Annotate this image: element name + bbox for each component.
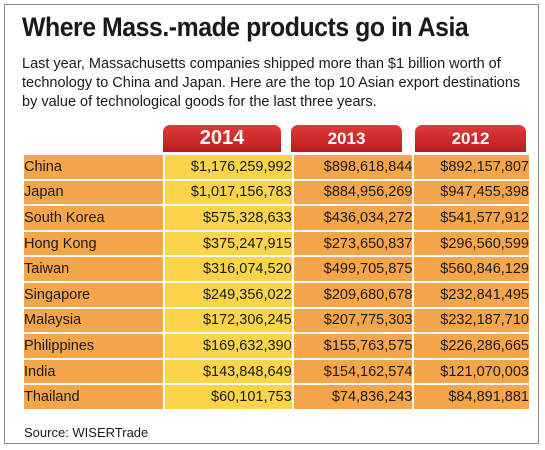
value-cell-2013: $74,836,243 [293,385,415,409]
value-cell-2013: $436,034,272 [293,206,415,230]
table-row: Thailand $60,101,753 $74,836,243 $84,891,88… [24,385,529,409]
export-table-body: China $1,176,259,992 $898,618,844 $892,157,… [24,155,529,409]
table-row: Japan $1,017,156,783 $884,956,269 $947,455,… [24,180,529,205]
country-cell: Japan [24,180,165,205]
country-cell: Hong Kong [24,231,165,256]
table-row: India $143,848,649 $154,162,574 $121,070,00… [24,359,529,384]
table-row: Malaysia $172,306,245 $207,775,303 $232,187… [24,308,529,333]
country-cell: South Korea [24,206,165,230]
value-cell-2012: $947,455,398 [414,180,529,205]
value-cell-2012: $232,841,495 [414,282,529,307]
value-cell-2014: $375,247,915 [164,231,294,256]
value-cell-2013: $209,680,678 [293,282,415,307]
value-cell-2013: $499,705,875 [293,257,415,281]
value-cell-2014: $169,632,390 [164,334,294,358]
country-cell: Thailand [24,385,165,409]
value-cell-2014: $1,017,156,783 [164,180,294,205]
chart-title: Where Mass.-made products go in Asia [22,12,469,42]
column-header-2014: 2014 [163,125,281,152]
table-row: Hong Kong $375,247,915 $273,650,837 $296,56… [24,231,529,256]
value-cell-2014: $143,848,649 [164,359,294,384]
table-row: China $1,176,259,992 $898,618,844 $892,157,… [24,155,529,179]
value-cell-2014: $172,306,245 [164,308,294,333]
country-cell: Philippines [24,334,165,358]
chart-subtitle: Last year, Massachusetts companies shipp… [22,56,521,110]
value-cell-2013: $898,618,844 [293,155,415,179]
value-cell-2012: $121,070,003 [414,359,529,384]
value-cell-2012: $232,187,710 [414,308,529,333]
value-cell-2012: $892,157,807 [414,155,529,179]
value-cell-2014: $1,176,259,992 [164,155,294,179]
value-cell-2014: $575,328,633 [164,206,294,230]
table-row: Philippines $169,632,390 $155,763,575 $226,… [24,334,529,358]
value-cell-2014: $249,356,022 [164,282,294,307]
value-cell-2014: $60,101,753 [164,385,294,409]
table-row: Singapore $249,356,022 $209,680,678 $232,84… [24,282,529,307]
table-row: South Korea $575,328,633 $436,034,272 $541,… [24,206,529,230]
value-cell-2012: $541,577,912 [414,206,529,230]
country-cell: Taiwan [24,257,165,281]
value-cell-2013: $884,956,269 [293,180,415,205]
country-cell: Singapore [24,282,165,307]
value-cell-2013: $207,775,303 [293,308,415,333]
value-cell-2012: $226,286,665 [414,334,529,358]
value-cell-2013: $273,650,837 [293,231,415,256]
value-cell-2014: $316,074,520 [164,257,294,281]
source-note: Source: WISERTrade [24,425,149,440]
table-row: Taiwan $316,074,520 $499,705,875 $560,846,1… [24,257,529,281]
country-cell: China [24,155,165,179]
value-cell-2013: $155,763,575 [293,334,415,358]
value-cell-2012: $560,846,129 [414,257,529,281]
value-cell-2013: $154,162,574 [293,359,415,384]
value-cell-2012: $296,560,599 [414,231,529,256]
value-cell-2012: $84,891,881 [414,385,529,409]
country-cell: Malaysia [24,308,165,333]
export-table: China $1,176,259,992 $898,618,844 $892,157,… [24,153,529,411]
country-cell: India [24,359,165,384]
column-header-2013: 2013 [291,125,402,152]
column-header-2012: 2012 [415,125,526,152]
